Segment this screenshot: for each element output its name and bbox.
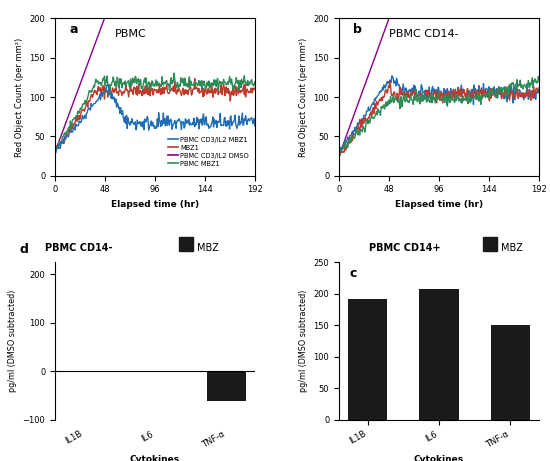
Text: a: a <box>69 23 78 36</box>
X-axis label: Elapsed time (hr): Elapsed time (hr) <box>111 200 199 209</box>
Text: PBMC CD14+: PBMC CD14+ <box>369 243 441 254</box>
Bar <box>491 325 530 420</box>
Text: PBMC: PBMC <box>115 30 147 40</box>
Text: d: d <box>19 243 28 256</box>
Y-axis label: Red Object Count (per mm²): Red Object Count (per mm²) <box>15 37 24 157</box>
Text: PBMC CD14-: PBMC CD14- <box>45 243 113 254</box>
Text: PBMC CD14-: PBMC CD14- <box>389 30 459 40</box>
Bar <box>483 237 497 251</box>
Bar <box>348 299 387 420</box>
Bar <box>420 290 459 420</box>
Y-axis label: pg/ml (DMSO subtracted): pg/ml (DMSO subtracted) <box>8 290 17 392</box>
Text: c: c <box>349 267 356 280</box>
X-axis label: Cytokines: Cytokines <box>130 455 180 461</box>
Legend: PBMC CD3/IL2 MBZ1, MBZ1, PBMC CD3/IL2 DMSO, PBMC MBZ1: PBMC CD3/IL2 MBZ1, MBZ1, PBMC CD3/IL2 DM… <box>165 134 252 169</box>
Text: b: b <box>353 23 362 36</box>
Text: MBZ: MBZ <box>197 243 219 254</box>
Bar <box>207 371 246 401</box>
Y-axis label: pg/ml (DMSO subtracted): pg/ml (DMSO subtracted) <box>299 290 308 392</box>
Y-axis label: Red Object Count (per mm²): Red Object Count (per mm²) <box>299 37 308 157</box>
X-axis label: Elapsed time (hr): Elapsed time (hr) <box>395 200 483 209</box>
Bar <box>179 237 193 251</box>
X-axis label: Cytokines: Cytokines <box>414 455 464 461</box>
Text: MBZ: MBZ <box>501 243 523 254</box>
